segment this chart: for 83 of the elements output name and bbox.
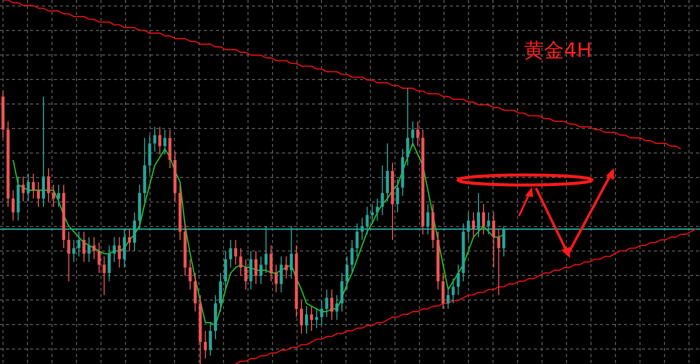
candlestick bbox=[284, 256, 288, 280]
candlestick bbox=[224, 250, 228, 290]
candlestick bbox=[360, 217, 364, 240]
candlestick bbox=[36, 182, 40, 208]
candlestick bbox=[280, 256, 283, 293]
candlestick bbox=[376, 198, 379, 222]
candlestick bbox=[426, 204, 430, 235]
candlestick bbox=[492, 212, 496, 268]
candlestick bbox=[168, 129, 172, 169]
candlestick bbox=[442, 272, 445, 310]
candlestick bbox=[290, 226, 293, 280]
candlestick bbox=[472, 212, 475, 238]
candlestick bbox=[356, 222, 359, 257]
candlestick bbox=[22, 176, 25, 202]
candlestick bbox=[87, 236, 91, 262]
candlestick bbox=[325, 289, 328, 318]
candlestick bbox=[396, 178, 400, 213]
candlestick bbox=[92, 236, 96, 260]
candlestick bbox=[244, 258, 248, 290]
candlestick bbox=[47, 168, 50, 202]
candlestick bbox=[310, 306, 314, 332]
candlestick bbox=[452, 278, 455, 304]
candlestick bbox=[122, 228, 126, 268]
candlestick bbox=[254, 250, 258, 285]
candlestick bbox=[411, 120, 414, 147]
candlestick bbox=[102, 256, 106, 296]
candlestick bbox=[188, 258, 192, 290]
candlestick bbox=[315, 308, 318, 329]
candlestick bbox=[497, 228, 500, 296]
candlestick bbox=[77, 231, 80, 257]
candlestick bbox=[82, 231, 86, 262]
candlestick bbox=[98, 242, 101, 274]
candlestick bbox=[345, 256, 348, 290]
candlestick bbox=[406, 88, 410, 166]
candlestick bbox=[57, 184, 60, 208]
chart-title: 黄金4H bbox=[524, 38, 592, 62]
candlestick bbox=[366, 206, 369, 235]
candlestick bbox=[482, 204, 486, 235]
candlestick bbox=[380, 164, 384, 216]
candlestick bbox=[158, 126, 162, 155]
candlestick bbox=[67, 231, 70, 282]
candlestick bbox=[487, 212, 490, 235]
candlestick bbox=[264, 226, 268, 274]
candlestick bbox=[370, 204, 374, 224]
candlestick bbox=[270, 244, 273, 282]
candlestick bbox=[118, 236, 121, 268]
candlestick bbox=[502, 226, 506, 257]
candlestick bbox=[456, 264, 460, 296]
candlestick bbox=[274, 264, 278, 293]
candlestick bbox=[153, 126, 156, 152]
candlestick bbox=[218, 272, 222, 312]
candlestick bbox=[340, 272, 344, 312]
candlestick bbox=[259, 256, 262, 285]
candlestick bbox=[229, 239, 232, 268]
candlestick bbox=[300, 300, 303, 334]
candlestick bbox=[42, 96, 45, 208]
candlestick bbox=[108, 244, 111, 282]
candlestick bbox=[386, 142, 389, 202]
candlestick bbox=[416, 120, 420, 147]
candlestick bbox=[163, 129, 166, 155]
candlestick bbox=[194, 272, 197, 312]
candlestick bbox=[12, 190, 15, 222]
candlestick bbox=[204, 330, 207, 359]
candlestick bbox=[32, 173, 35, 200]
candlestick bbox=[72, 239, 76, 262]
candlestick bbox=[148, 134, 152, 174]
candlestick bbox=[320, 300, 324, 326]
candlestick bbox=[208, 322, 212, 356]
candlestick bbox=[133, 212, 136, 252]
candlestick bbox=[128, 228, 131, 252]
candlestick bbox=[52, 184, 56, 208]
candlestick bbox=[234, 239, 238, 266]
candlestick bbox=[350, 239, 354, 274]
candlestick bbox=[466, 212, 470, 240]
candlestick bbox=[112, 236, 116, 262]
candlestick bbox=[239, 248, 242, 276]
candlestick bbox=[26, 173, 30, 202]
candlestick bbox=[249, 250, 252, 290]
candlestick bbox=[330, 289, 334, 320]
candlestick bbox=[476, 192, 480, 238]
candlestick bbox=[304, 306, 308, 334]
candlestick bbox=[446, 286, 450, 310]
candlestick bbox=[335, 294, 338, 320]
